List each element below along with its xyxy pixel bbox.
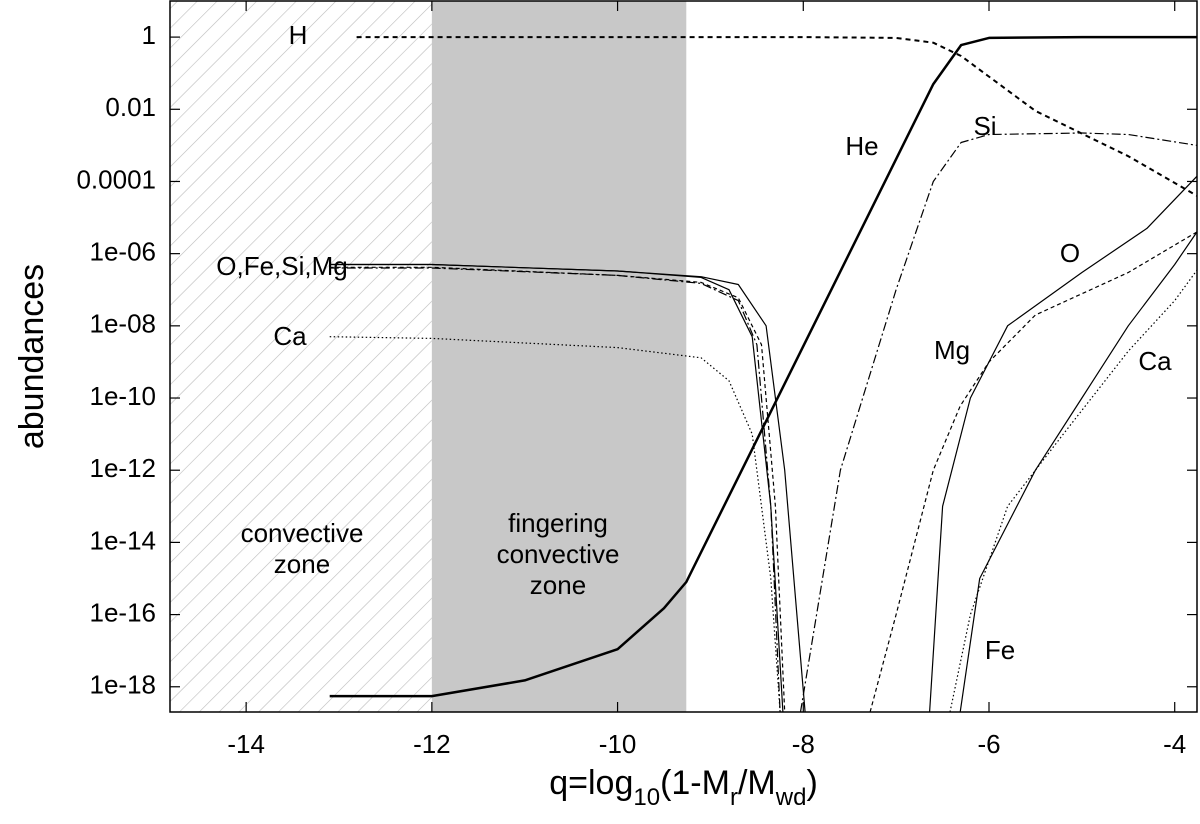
x-axis-label-part: wd (775, 784, 807, 811)
x-axis-label-part: /M (738, 764, 776, 802)
x-axis-label: q=log10(1-Mr/Mwd) (549, 764, 818, 811)
region-label: convective (241, 518, 364, 548)
y-tick-label: 0.0001 (76, 164, 156, 194)
y-tick-label: 1e-06 (90, 237, 157, 267)
y-tick-label: 1e-18 (90, 670, 157, 700)
x-tick-label: -6 (977, 729, 1000, 759)
y-tick-label: 1e-08 (90, 309, 157, 339)
series-label: Si (973, 111, 996, 141)
region-label: convective (497, 539, 620, 569)
region (170, 1, 432, 712)
series-line (329, 269, 1197, 712)
y-axis-label: abundances (13, 264, 51, 449)
region (431, 1, 687, 712)
y-tick-label: 1e-14 (90, 525, 157, 555)
region-label: zone (530, 570, 586, 600)
plot-frame (169, 0, 1198, 713)
annotation: O,Fe,Si,Mg (216, 251, 347, 281)
series-line (329, 132, 1197, 712)
x-axis-label-part: (1-M (660, 764, 730, 802)
x-axis-label-part: r (730, 784, 738, 811)
y-tick-label: 1 (142, 20, 156, 50)
x-tick-label: -12 (413, 729, 451, 759)
x-axis-label-part: q=log (549, 764, 633, 802)
y-tick-label: 1e-12 (90, 453, 157, 483)
series-label: Fe (985, 635, 1015, 665)
series-line (329, 231, 1197, 712)
series-label: Ca (1138, 346, 1172, 376)
series-line (329, 35, 1197, 698)
y-tick-label: 1e-10 (90, 381, 157, 411)
series-label: Mg (934, 335, 970, 365)
annotation: Ca (273, 321, 307, 351)
region-label: fingering (508, 508, 608, 538)
x-tick-label: -4 (1163, 729, 1186, 759)
x-tick-label: -14 (227, 729, 265, 759)
x-axis-label-part: 10 (633, 784, 660, 811)
region-label: zone (274, 549, 330, 579)
y-tick-label: 0.01 (105, 92, 156, 122)
x-tick-label: -10 (599, 729, 637, 759)
series-label: O (1060, 238, 1080, 268)
series-label: H (289, 20, 308, 50)
x-tick-label: -8 (792, 729, 815, 759)
series-line (356, 36, 1197, 197)
y-tick-label: 1e-16 (90, 597, 157, 627)
x-axis-label-part: ) (806, 764, 817, 802)
series-line (329, 231, 1197, 712)
series-label: He (845, 131, 878, 161)
